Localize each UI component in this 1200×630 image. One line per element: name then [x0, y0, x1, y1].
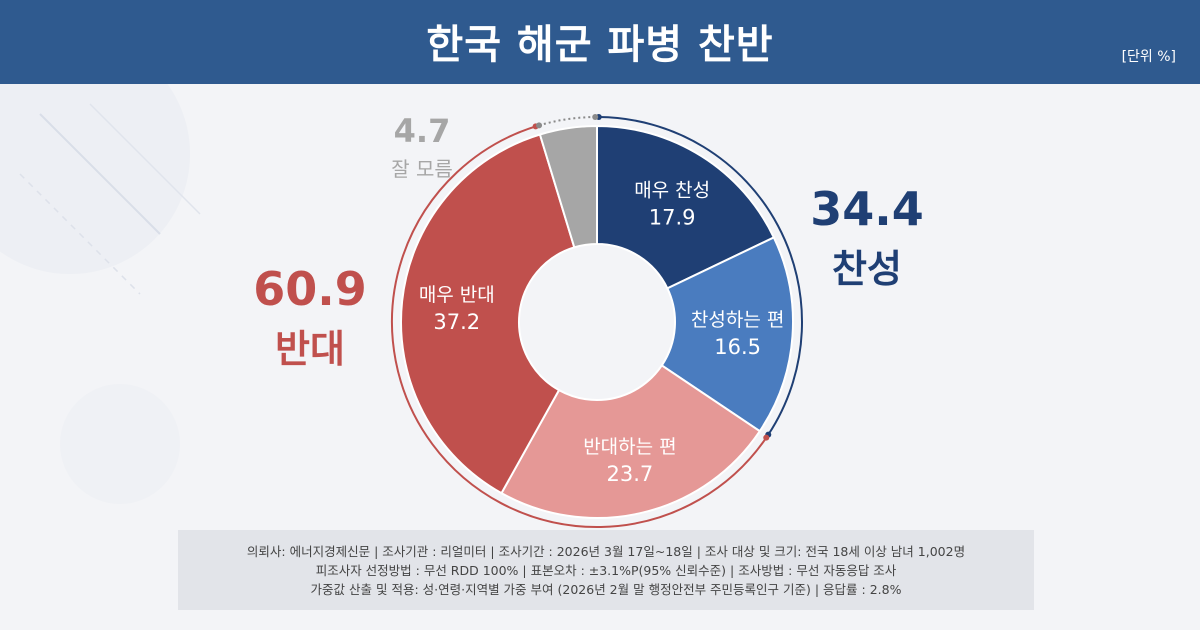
- page-title: 한국 해군 파병 찬반: [426, 22, 774, 68]
- slice-value-strongly-oppose: 37.2: [433, 310, 480, 334]
- slice-somewhat-support: [660, 236, 794, 433]
- unknown-total-value: 4.7: [394, 112, 451, 150]
- footnote-line-1: 의뢰사: 에너지경제신문 | 조사기관 : 리얼미터 | 조사기간 : 2026…: [246, 544, 966, 559]
- footnote-line-3: 가중값 산출 및 적용: 성·연령·지역별 가중 부여 (2026년 2월 말 …: [310, 582, 902, 597]
- slice-value-strongly-support: 17.9: [649, 206, 696, 230]
- unknown-bracket-arc-end-0: [536, 122, 543, 129]
- support-bracket-arc: [598, 116, 803, 436]
- oppose-total-label: 반대: [275, 327, 345, 371]
- slice-label-strongly-oppose: 매우 반대: [419, 284, 495, 306]
- slice-strongly-support: [596, 124, 776, 290]
- slice-label-somewhat-support: 찬성하는 편: [691, 309, 784, 331]
- unknown-bracket-arc: [538, 116, 596, 127]
- footnote-line-2: 피조사자 선정방법 : 무선 RDD 100% | 표본오차 : ±3.1%P(…: [315, 563, 897, 578]
- slice-label-somewhat-oppose: 반대하는 편: [583, 436, 676, 458]
- unit-label: [단위 %]: [1121, 49, 1176, 65]
- survey-footnote: 의뢰사: 에너지경제신문 | 조사기관 : 리얼미터 | 조사기간 : 2026…: [178, 530, 1034, 610]
- slice-unknown: [538, 124, 598, 249]
- header-bar: 한국 해군 파병 찬반 [단위 %]: [0, 0, 1200, 84]
- support-total-value: 34.4: [810, 182, 924, 236]
- unknown-bracket-arc-end-1: [592, 114, 599, 121]
- background-decoration: [0, 84, 201, 504]
- support-total-label: 찬성: [832, 247, 902, 291]
- slice-strongly-oppose: [400, 133, 576, 495]
- oppose-bracket-arc: [391, 125, 768, 528]
- oppose-total-value: 60.9: [253, 262, 367, 316]
- slice-value-somewhat-oppose: 23.7: [607, 462, 654, 486]
- oppose-bracket-arc-end-0: [763, 434, 770, 441]
- slice-somewhat-oppose: [500, 364, 762, 519]
- slice-label-strongly-support: 매우 찬성: [634, 180, 710, 202]
- unknown-total-label: 잘 모름: [391, 157, 453, 181]
- slice-value-somewhat-support: 16.5: [714, 335, 761, 359]
